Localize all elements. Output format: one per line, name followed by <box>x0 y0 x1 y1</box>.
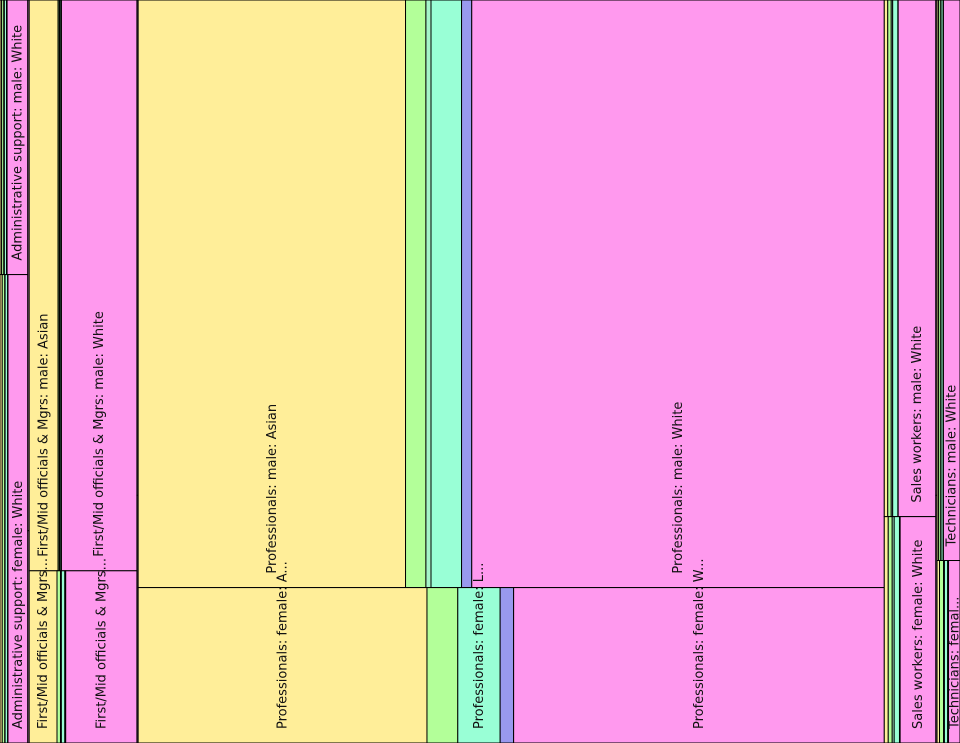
treemap-labels: Administrative support: male: White Admin… <box>10 25 960 730</box>
treemap-cell-technicians-female-hispanic-or-latino <box>939 560 945 743</box>
treemap-cell-professionals-male-white <box>471 0 885 589</box>
treemap-label-professionals-male-asian: Professionals: male: Asian <box>265 404 280 574</box>
treemap-cell-sales-workers-female-asian <box>883 516 889 743</box>
treemap-label-first-mid-officials-mgrs-male-asian: First/Mid officials & Mgrs: male: Asian <box>37 313 52 556</box>
treemap-label-first-mid-officials-mgrs-male-white: First/Mid officials & Mgrs: male: White <box>92 311 107 557</box>
treemap-cell-professionals-male-black-or-african-american <box>430 0 463 589</box>
treemap-cell-sales-workers-male-hispanic-or-latino <box>887 0 892 518</box>
treemap-label-professionals-female-black-or-african-american: Professionals: female: L... <box>472 563 487 729</box>
treemap-label-professionals-female-asian: Professionals: female: A... <box>276 561 291 729</box>
treemap-cell-sales-workers-male-black-or-african-american <box>892 0 899 518</box>
treemap-cell-professionals-female-native <box>499 587 515 743</box>
treemap-label-first-mid-officials-mgrs-female-white: First/Mid officials & Mgrs... <box>94 558 109 729</box>
treemap-cell-professionals-male-two-or-more-races <box>425 0 432 589</box>
treemap-cell-sales-workers-female-hispanic-or-latino <box>887 516 893 743</box>
treemap-label-administrative-support-female-white: Administrative support: female: White <box>11 481 26 729</box>
treemap-label-technicians-female-white: Technicians: femal... <box>947 597 960 730</box>
treemap-cell-professionals-male-hispanic-or-latino <box>405 0 427 589</box>
treemap-cell-first-mid-officials-mgrs-female-black-or-african-american <box>60 570 66 743</box>
treemap-cell-sales-workers-male-white <box>897 0 937 518</box>
treemap-cell-professionals-male-native <box>461 0 473 589</box>
treemap-label-professionals-female-white: Professionals: female: W... <box>692 559 707 730</box>
treemap-cell-first-mid-officials-mgrs-female-asian <box>28 570 58 743</box>
treemap-cell-professionals-female-white <box>513 587 885 743</box>
treemap-label-administrative-support-male-white: Administrative support: male: White <box>10 25 25 261</box>
treemap-cell-professionals-male-asian <box>137 0 407 589</box>
treemap-cell-professionals-female-hispanic-or-latino <box>426 587 459 743</box>
treemap-cell-sales-workers-female-black-or-african-american <box>893 516 900 743</box>
treemap-cell-sales-workers-male-asian <box>883 0 889 518</box>
treemap-label-technicians-male-white: Technicians: male: White <box>945 385 960 548</box>
treemap-label-first-mid-officials-mgrs-female-asian: First/Mid officials & Mgrs... <box>36 558 51 729</box>
treemap-label-sales-workers-male-white: Sales workers: male: White <box>910 326 925 503</box>
treemap-cell-professionals-female-asian <box>137 587 428 743</box>
treemap-cell-sales-workers-female-white <box>899 516 937 743</box>
treemap-cell-first-mid-officials-mgrs-female-hispanic-or-latino <box>56 570 61 743</box>
treemap-cell-professionals-female-black-or-african-american <box>457 587 501 743</box>
treemap-label-sales-workers-female-white: Sales workers: female: White <box>911 540 926 729</box>
treemap-label-professionals-male-white: Professionals: male: White <box>671 402 686 574</box>
